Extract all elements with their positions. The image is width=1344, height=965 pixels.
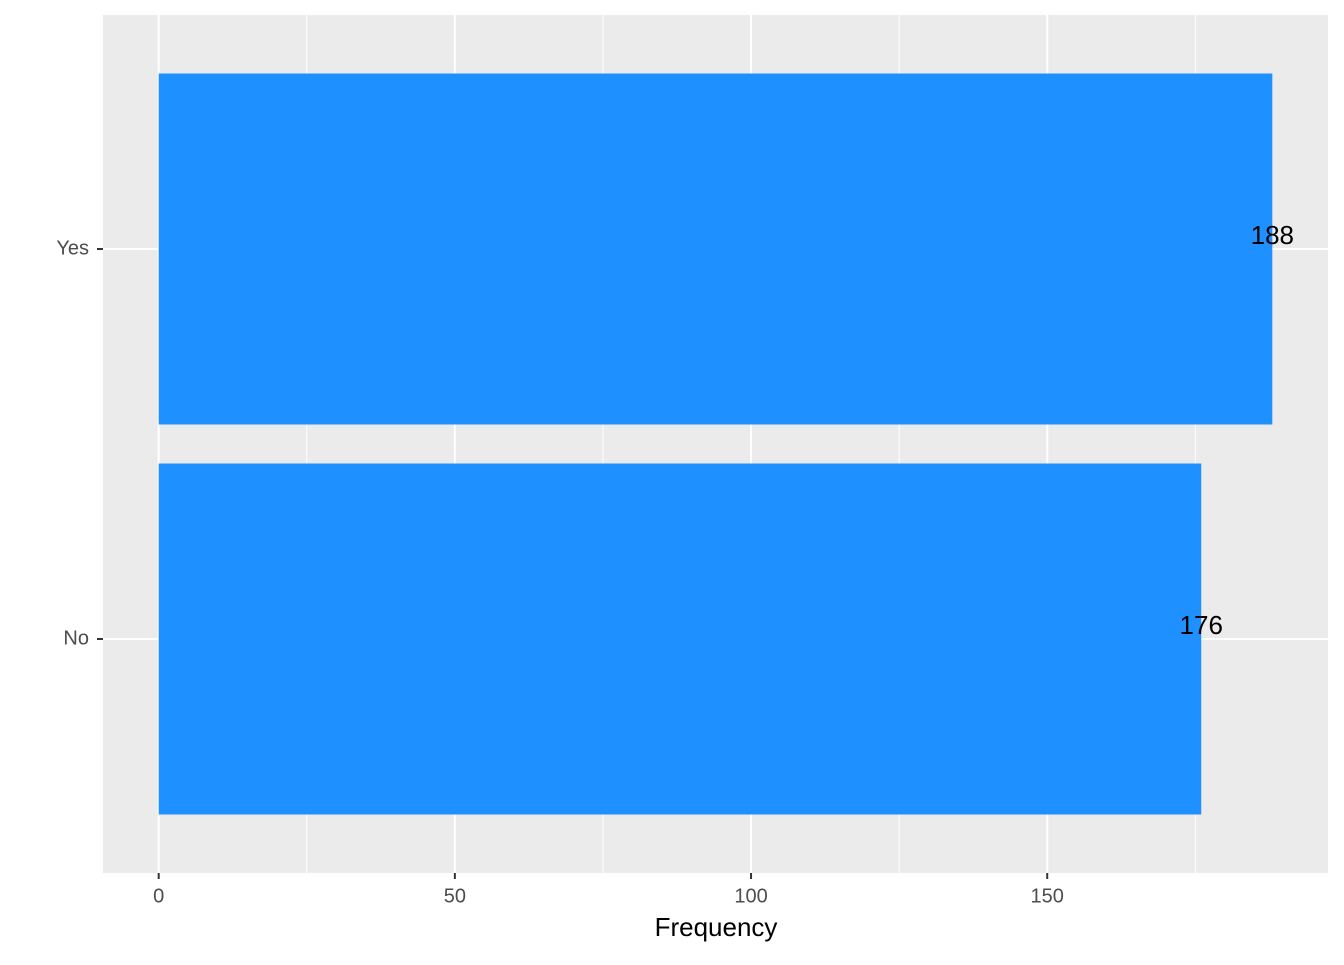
y-tick-label: Yes	[56, 237, 89, 259]
bar	[158, 73, 1273, 425]
x-tick-label: 50	[444, 885, 466, 907]
x-tick-label: 150	[1031, 885, 1064, 907]
x-tick-label: 100	[734, 885, 767, 907]
value-label: 176	[1180, 610, 1223, 640]
y-tick-label: No	[63, 627, 89, 649]
x-tick-label: 0	[153, 885, 164, 907]
value-label: 188	[1251, 220, 1294, 250]
x-axis-title: Frequency	[655, 912, 778, 942]
bar	[158, 463, 1202, 815]
